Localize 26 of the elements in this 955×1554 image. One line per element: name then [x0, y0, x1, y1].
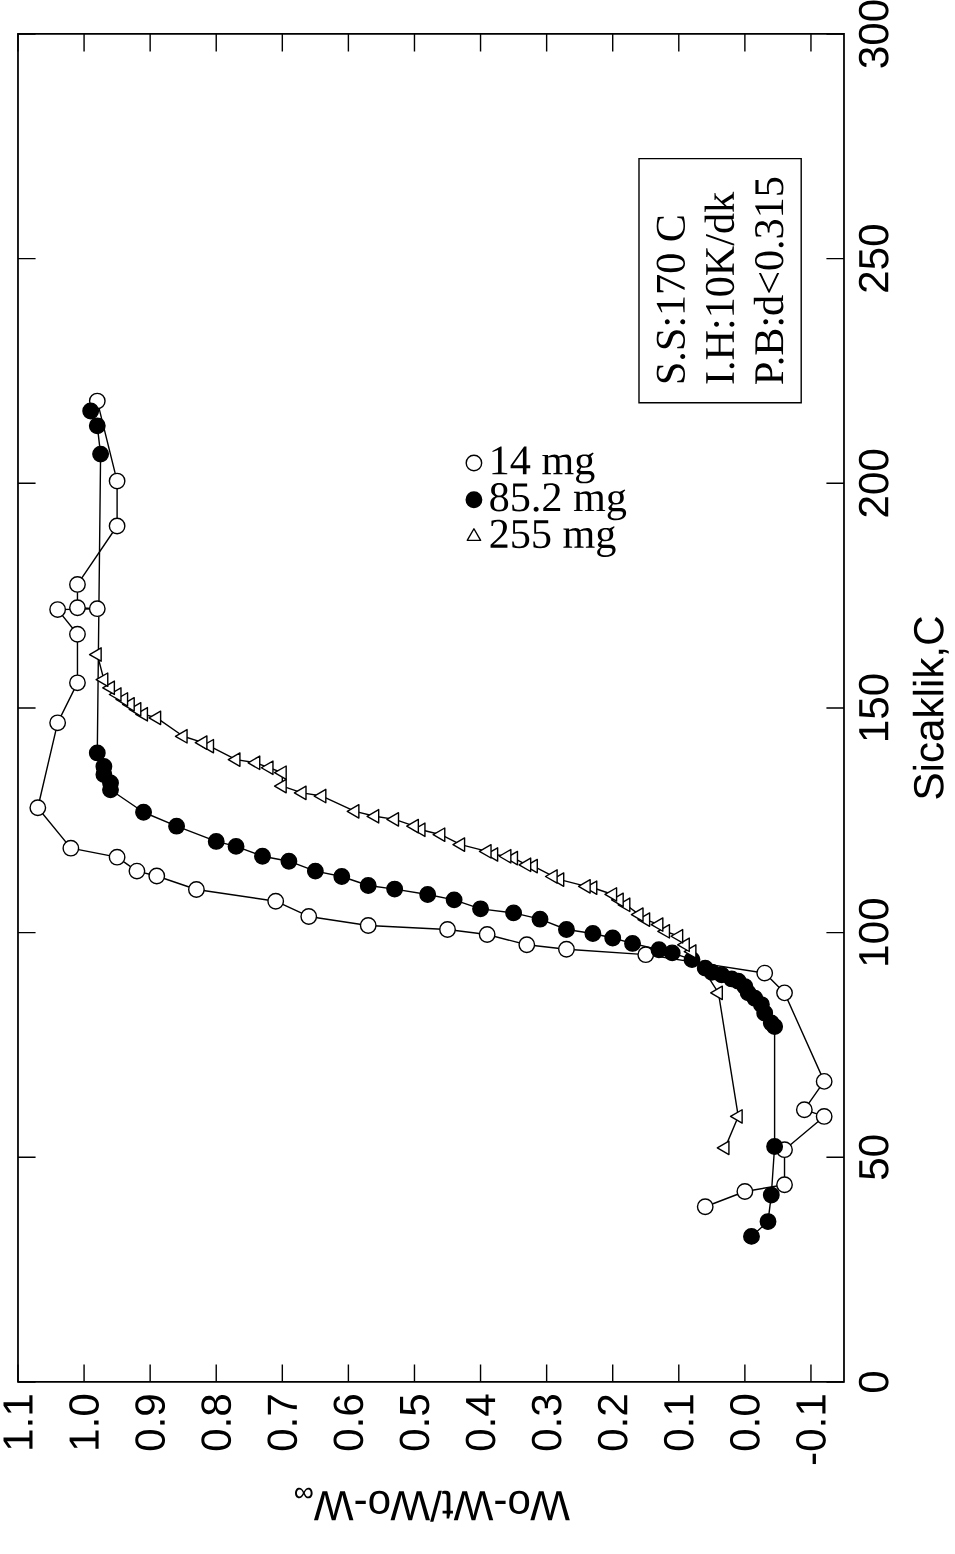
x-tick-label: 0.3 [531, 1395, 562, 1451]
y-tick-label: 300 [858, 0, 889, 68]
x-tick-label: 0.5 [399, 1395, 430, 1451]
y-tick-label: 200 [858, 449, 889, 517]
x-tick-label: 0.6 [333, 1395, 364, 1451]
x-tick-label: 0.4 [465, 1394, 496, 1451]
x-tick-label: 0.7 [267, 1395, 298, 1451]
annotation: S.S:170 C [656, 216, 686, 383]
x-tick-label: 0.8 [201, 1395, 232, 1451]
x-axis-title: Wo-Wt/Wo-W$_{∞}$ [294, 1487, 570, 1522]
y-tick-label: 100 [858, 899, 889, 965]
x-tick-label: 0.0 [729, 1394, 760, 1451]
x-tick-label: 0.9 [135, 1395, 166, 1451]
y-tick-label: 50 [858, 1135, 889, 1180]
x-tick-label: 1.1 [3, 1395, 33, 1449]
annotation: P.B:d<0.315 [753, 177, 784, 384]
x-tick-label: 0.1 [663, 1395, 694, 1451]
y-tick-label: 0 [858, 1371, 889, 1393]
y-axis-title: Sicaklik,C [912, 617, 949, 799]
x-tick-label: -0.1 [796, 1395, 826, 1465]
y-tick-label: 150 [858, 674, 889, 740]
x-tick-label: 1.0 [69, 1394, 99, 1449]
x-tick-label: 0.2 [597, 1395, 628, 1451]
y-tick-label: 250 [858, 225, 889, 292]
legend-label: 14 mg [492, 446, 595, 484]
annotation: I.H:10K/dk [704, 191, 735, 384]
